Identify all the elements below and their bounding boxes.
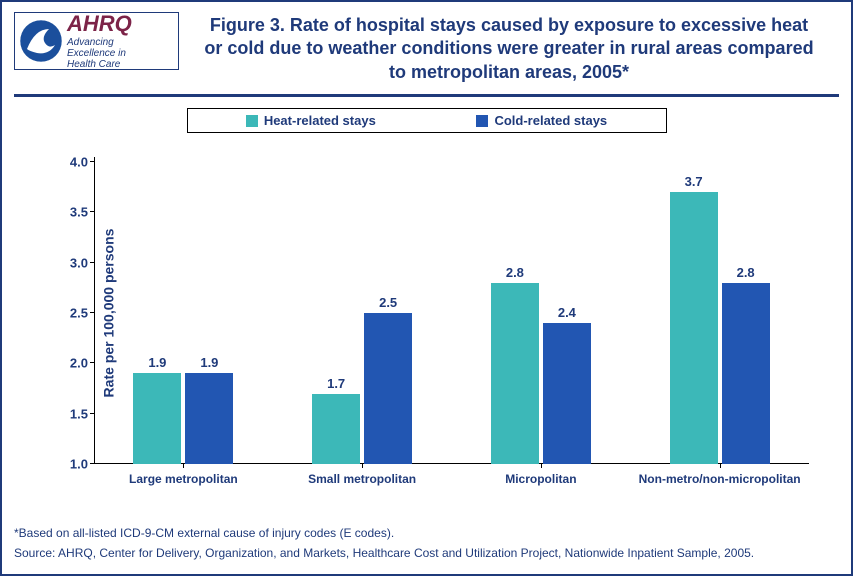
- bar-heat: 1.9: [133, 373, 181, 464]
- y-tick-mark: [90, 211, 94, 212]
- bar-heat: 1.7: [312, 394, 360, 464]
- header: AHRQ Advancing Excellence in Health Care…: [2, 2, 851, 90]
- x-tick-mark: [183, 464, 184, 468]
- bar-cold: 2.8: [722, 283, 770, 464]
- y-tick-mark: [90, 413, 94, 414]
- y-axis: [94, 157, 95, 464]
- source-line: Source: AHRQ, Center for Delivery, Organ…: [14, 546, 839, 560]
- bar-value-label: 2.8: [737, 265, 755, 280]
- ahrq-brand: AHRQ: [67, 13, 132, 35]
- bar-group: 1.91.9Large metropolitan: [133, 162, 233, 464]
- ahrq-tagline: Advancing Excellence in Health Care: [67, 37, 132, 70]
- y-tick-label: 3.0: [52, 255, 88, 270]
- legend-label-cold: Cold-related stays: [494, 113, 607, 128]
- ahrq-text-block: AHRQ Advancing Excellence in Health Care: [67, 13, 132, 70]
- y-tick-label: 1.5: [52, 406, 88, 421]
- legend-item-cold: Cold-related stays: [476, 113, 607, 128]
- legend-swatch-heat: [246, 115, 258, 127]
- y-tick-mark: [90, 362, 94, 363]
- bar-cold: 2.4: [543, 323, 591, 464]
- bar-heat: 2.8: [491, 283, 539, 464]
- footnote: *Based on all-listed ICD-9-CM external c…: [14, 526, 839, 540]
- bar-value-label: 1.9: [200, 355, 218, 370]
- y-tick-label: 4.0: [52, 155, 88, 170]
- bar-heat: 3.7: [670, 192, 718, 464]
- bar-cold: 1.9: [185, 373, 233, 464]
- y-tick-mark: [90, 262, 94, 263]
- plot-area: Rate per 100,000 persons 1.01.52.02.53.0…: [94, 162, 809, 464]
- figure-frame: AHRQ Advancing Excellence in Health Care…: [0, 0, 853, 576]
- bar-value-label: 1.7: [327, 376, 345, 391]
- y-tick-label: 3.5: [52, 205, 88, 220]
- figure-title: Figure 3. Rate of hospital stays caused …: [179, 12, 839, 84]
- y-axis-label: Rate per 100,000 persons: [100, 229, 116, 398]
- bar-value-label: 2.8: [506, 265, 524, 280]
- x-tick-label: Large metropolitan: [94, 472, 273, 486]
- legend-item-heat: Heat-related stays: [246, 113, 376, 128]
- bar-value-label: 3.7: [685, 174, 703, 189]
- x-tick-mark: [362, 464, 363, 468]
- x-tick-mark: [720, 464, 721, 468]
- y-tick-label: 2.0: [52, 356, 88, 371]
- bar-group: 2.82.4Micropolitan: [491, 162, 591, 464]
- x-tick-label: Micropolitan: [452, 472, 631, 486]
- ahrq-logo: AHRQ Advancing Excellence in Health Care: [14, 12, 179, 70]
- x-tick-label: Non-metro/non-micropolitan: [630, 472, 809, 486]
- y-tick-mark: [90, 161, 94, 162]
- bar-value-label: 2.5: [379, 295, 397, 310]
- bar-value-label: 1.9: [148, 355, 166, 370]
- header-divider: [14, 94, 839, 97]
- legend-swatch-cold: [476, 115, 488, 127]
- y-tick-label: 1.0: [52, 457, 88, 472]
- x-tick-label: Small metropolitan: [273, 472, 452, 486]
- legend: Heat-related stays Cold-related stays: [187, 108, 667, 133]
- bar-cold: 2.5: [364, 313, 412, 464]
- bar-group: 1.72.5Small metropolitan: [312, 162, 412, 464]
- legend-label-heat: Heat-related stays: [264, 113, 376, 128]
- y-tick-mark: [90, 312, 94, 313]
- y-tick-label: 2.5: [52, 306, 88, 321]
- chart-area: Heat-related stays Cold-related stays Ra…: [14, 98, 839, 504]
- y-tick-mark: [90, 463, 94, 464]
- hhs-seal-icon: [19, 19, 63, 63]
- bar-group: 3.72.8Non-metro/non-micropolitan: [670, 162, 770, 464]
- x-tick-mark: [541, 464, 542, 468]
- bar-value-label: 2.4: [558, 305, 576, 320]
